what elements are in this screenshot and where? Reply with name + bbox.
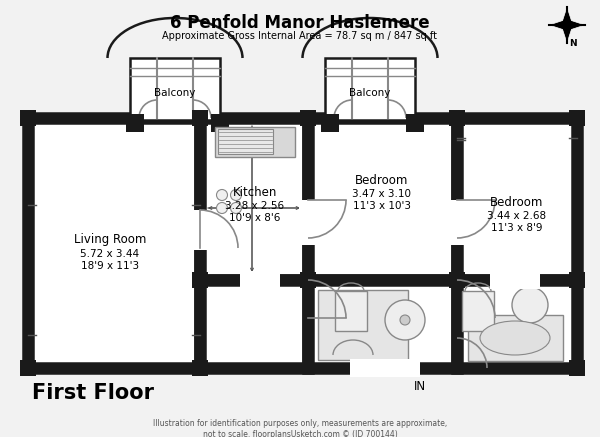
Bar [350,359,420,377]
Bar [321,114,339,132]
Polygon shape [200,118,308,280]
Text: N: N [569,39,577,48]
Text: Bedroom: Bedroom [355,173,409,187]
Polygon shape [200,280,308,368]
Polygon shape [308,118,457,280]
Circle shape [230,190,241,201]
Bar [130,58,220,120]
Polygon shape [549,7,585,43]
Bar [569,110,585,126]
Circle shape [400,315,410,325]
Text: 3.47 x 3.10: 3.47 x 3.10 [353,189,412,199]
Bar [569,360,585,376]
Bar [192,360,208,376]
Bar [191,210,209,250]
Bar [490,271,540,289]
Bar [300,110,316,126]
Polygon shape [457,118,577,280]
Bar [215,127,295,157]
Circle shape [512,287,548,323]
Text: 11'3 x 10'3: 11'3 x 10'3 [353,201,411,211]
Text: 5.72 x 3.44: 5.72 x 3.44 [80,249,140,259]
Bar [406,114,424,132]
Bar [240,271,280,289]
Bar [325,58,415,120]
Text: Illustration for identification purposes only, measurements are approximate,
not: Illustration for identification purposes… [153,419,447,437]
Text: 11'3 x 8'9: 11'3 x 8'9 [491,223,543,233]
Bar [448,200,466,245]
Bar [569,272,585,288]
Ellipse shape [480,321,550,355]
Circle shape [385,300,425,340]
Bar [20,360,36,376]
Bar [126,114,144,132]
Bar [335,291,367,331]
Bar [218,129,273,154]
Text: Living Room: Living Room [74,233,146,246]
Circle shape [217,202,227,214]
Bar [449,272,465,288]
Bar [300,272,316,288]
Text: Approximate Gross Internal Area = 78.7 sq m / 847 sq ft: Approximate Gross Internal Area = 78.7 s… [163,31,437,42]
Text: 6 Penfold Manor Haslemere: 6 Penfold Manor Haslemere [170,14,430,32]
Text: IN: IN [414,379,426,392]
Polygon shape [308,280,457,368]
Text: Balcony: Balcony [349,88,391,98]
Bar [192,110,208,126]
Text: First Floor: First Floor [32,383,154,403]
Circle shape [230,202,241,214]
Bar [468,315,563,361]
Bar [449,110,465,126]
Bar [192,272,208,288]
Bar [211,114,229,132]
Bar [318,290,408,360]
Text: 3.28 x 2.56: 3.28 x 2.56 [226,201,284,211]
Bar [20,110,36,126]
Text: Kitchen: Kitchen [233,185,277,198]
Text: Balcony: Balcony [154,88,196,98]
Bar [462,291,494,331]
Text: 18'9 x 11'3: 18'9 x 11'3 [81,261,139,271]
Polygon shape [457,280,577,368]
Bar [299,200,317,245]
Polygon shape [28,118,200,368]
Circle shape [217,190,227,201]
Text: 10'9 x 8'6: 10'9 x 8'6 [229,213,281,223]
Text: Bedroom: Bedroom [490,195,544,208]
Text: 3.44 x 2.68: 3.44 x 2.68 [487,211,547,221]
